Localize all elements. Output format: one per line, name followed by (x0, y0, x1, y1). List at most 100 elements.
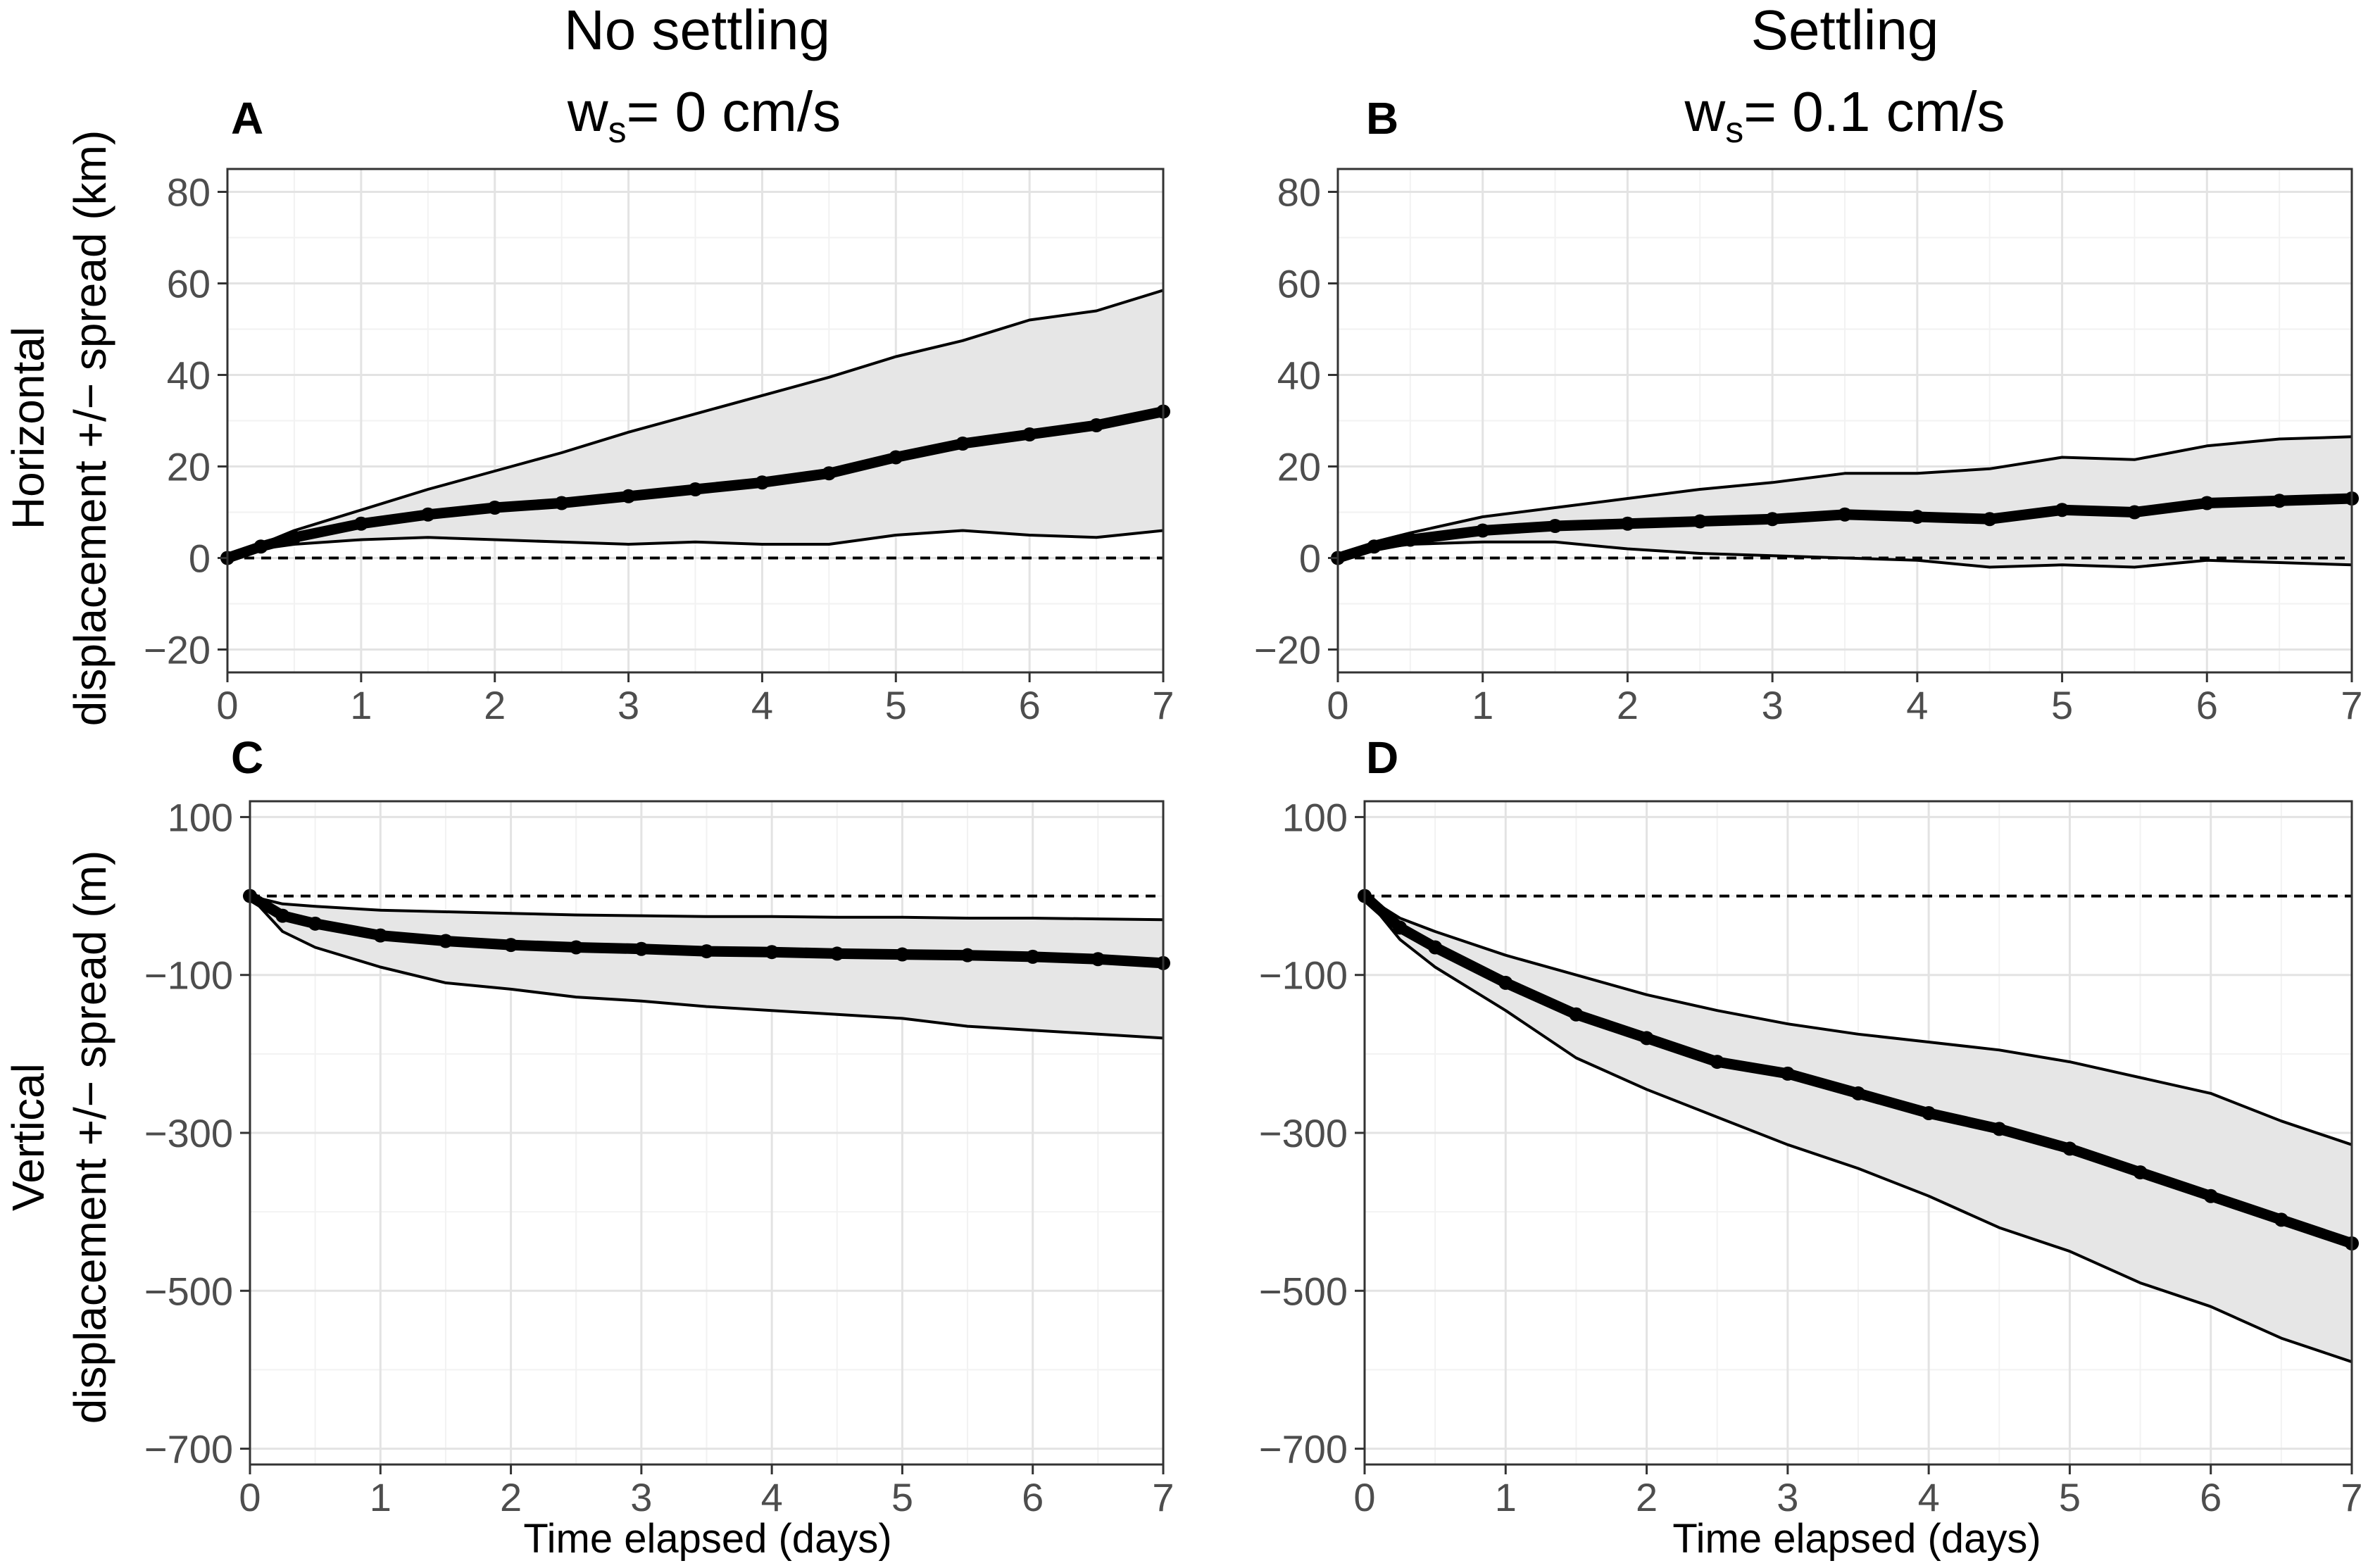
col-header-no-settling: No settling (564, 0, 830, 61)
plot-border (1336, 168, 2353, 674)
mean-displacement-line (222, 406, 1169, 563)
mean-displacement-line (1332, 493, 2357, 563)
x-tick-label: 6 (1022, 1475, 1044, 1519)
y-tick-label: −100 (144, 953, 233, 998)
y-tick-label: 100 (1282, 795, 1348, 839)
x-tick-label: 6 (1019, 683, 1041, 727)
mean-point (2127, 505, 2142, 520)
upper-spread-line (227, 289, 1164, 560)
y-tick-label: −700 (1259, 1427, 1348, 1472)
upper-spread-line (249, 894, 1164, 922)
mean-displacement-line (1359, 891, 2357, 1249)
mean-point (1403, 532, 1417, 547)
ws-label-right: ws= 0.1 cm/s (1684, 80, 2005, 151)
x-tick-label: 1 (1472, 683, 1493, 727)
x-tick-label: 1 (370, 1475, 391, 1519)
x-tick-label: 5 (2051, 683, 2073, 727)
x-tick-label: 1 (1495, 1475, 1517, 1519)
mean-point (1922, 1105, 1936, 1120)
mean-point (1910, 510, 1924, 524)
mean-point (1620, 516, 1635, 531)
mean-point (2203, 1188, 2218, 1203)
mean-point (353, 516, 368, 531)
mean-point (1089, 418, 1104, 432)
mean-point (1992, 1122, 2007, 1136)
mean-point (287, 530, 301, 545)
y-tick-label: −500 (144, 1269, 233, 1313)
row-label-horizontal-line1: Horizontal (3, 327, 54, 529)
x-tick-label: 4 (1906, 683, 1928, 727)
x-tick-label: 3 (1762, 683, 1784, 727)
x-tick-label: 7 (1152, 683, 1174, 727)
y-tick-label: 40 (1277, 353, 1321, 398)
upper-spread-line (1363, 894, 2353, 1146)
ws-label-right-sub: s (1725, 110, 1743, 151)
mean-point (2055, 503, 2069, 518)
spread-ribbon (227, 290, 1163, 558)
lower-spread-line (227, 529, 1164, 560)
y-tick-label: 80 (1277, 170, 1321, 215)
panel-label: B (1366, 93, 1398, 144)
panel-d: D 0 1 2 3 4 5 6 7 −700 −500 −300 −100 100 (1259, 732, 2363, 1519)
mean-point (487, 501, 502, 515)
y-tick-label: 60 (167, 262, 211, 306)
y-tick-label: 20 (1277, 445, 1321, 489)
mean-point (420, 507, 435, 522)
mean-point (1639, 1031, 1654, 1046)
x-axis-title-left: Time elapsed (days) (523, 1516, 891, 1562)
x-tick-label: 6 (2196, 683, 2218, 727)
x-tick-label: 7 (2341, 683, 2362, 727)
mean-point (1982, 512, 1997, 527)
mean-point (1569, 1007, 1584, 1022)
ws-label-left-sub: s (608, 110, 627, 151)
x-tick-label: 4 (761, 1475, 783, 1519)
mean-displacement-line (244, 891, 1169, 969)
panel-label: A (231, 93, 263, 144)
y-tick-label: 100 (168, 795, 233, 839)
y-tick-label: −300 (144, 1111, 233, 1155)
x-tick-label: 7 (2341, 1475, 2362, 1519)
y-tick-label: 0 (1299, 537, 1321, 581)
mean-point (1091, 952, 1105, 967)
x-tick-label: 7 (1152, 1475, 1174, 1519)
mean-point (889, 450, 903, 465)
x-tick-label: 4 (751, 683, 773, 727)
spread-ribbon (1365, 896, 2352, 1362)
mean-point (253, 539, 268, 554)
x-tick-label: 0 (1353, 1475, 1375, 1519)
mean-point (822, 466, 837, 481)
x-tick-label: 2 (500, 1475, 522, 1519)
ws-label-left-rest: = 0 cm/s (627, 80, 841, 143)
x-tick-label: 4 (1918, 1475, 1940, 1519)
mean-point (1025, 949, 1040, 964)
mean-point (688, 482, 703, 496)
mean-point (1851, 1086, 1865, 1100)
y-tick-label: −100 (1259, 953, 1348, 998)
y-tick-label: 20 (167, 445, 211, 489)
x-tick-label: 3 (630, 1475, 652, 1519)
mean-point (1022, 427, 1037, 441)
y-tick-label: 80 (167, 170, 211, 215)
x-tick-label: 2 (484, 683, 506, 727)
mean-point (373, 928, 388, 943)
x-tick-label: 0 (216, 683, 238, 727)
mean-point (308, 916, 322, 931)
mean-point (1428, 940, 1443, 955)
mean-point (2274, 1212, 2288, 1227)
ws-label-left-main: w (567, 80, 608, 143)
mean-point (1765, 512, 1780, 527)
plot-border (226, 168, 1165, 674)
mean-point (1548, 519, 1562, 533)
mean-point (569, 940, 584, 955)
x-tick-label: 2 (1617, 683, 1639, 727)
y-tick-label: −300 (1259, 1111, 1348, 1155)
y-tick-label: 60 (1277, 262, 1321, 306)
spread-ribbon (250, 896, 1163, 1039)
row-label-vertical-line1: Vertical (3, 1063, 54, 1211)
y-tick-label: 40 (167, 353, 211, 398)
mean-point (829, 946, 844, 961)
mean-point (2062, 1141, 2077, 1156)
mean-point (1693, 514, 1708, 529)
